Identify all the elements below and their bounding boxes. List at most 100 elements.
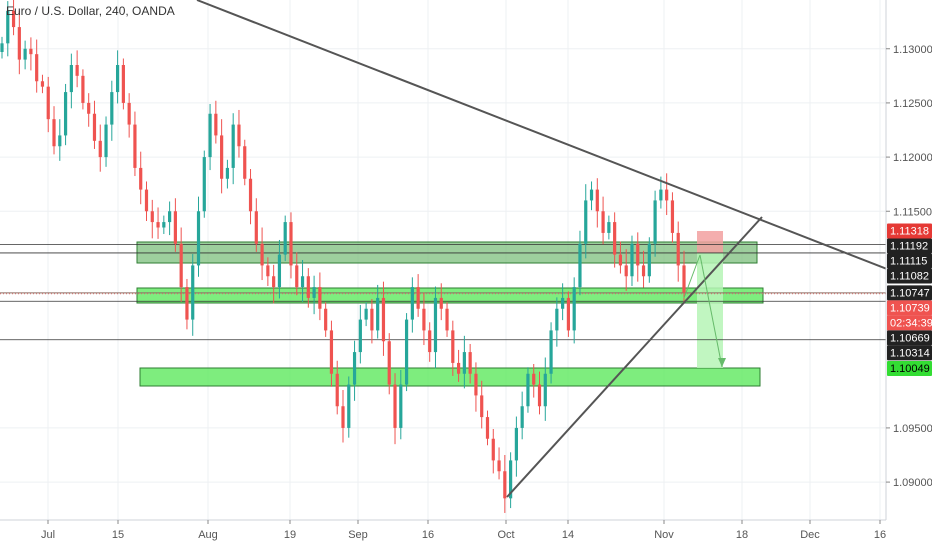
candle-body bbox=[295, 265, 299, 288]
candle-body bbox=[231, 124, 235, 168]
candle-body bbox=[364, 308, 368, 320]
candle-body bbox=[578, 243, 582, 288]
candle-body bbox=[416, 287, 420, 309]
candle-body bbox=[653, 200, 657, 244]
candle-body bbox=[601, 211, 605, 233]
trend-drawings bbox=[196, 0, 893, 498]
candle-body bbox=[370, 308, 374, 331]
time-tick-label: 19 bbox=[284, 529, 296, 541]
candle-body bbox=[185, 287, 189, 320]
candle-body bbox=[393, 384, 397, 428]
candle-body bbox=[289, 222, 293, 266]
time-tick-label: Oct bbox=[497, 529, 514, 541]
time-tick-label: Dec bbox=[800, 529, 820, 541]
candle-body bbox=[254, 211, 258, 244]
descending-trendline bbox=[196, 0, 893, 272]
candle-body bbox=[115, 65, 120, 93]
candle-body bbox=[202, 157, 206, 212]
time-tick-label: 15 bbox=[112, 529, 124, 541]
candle-body bbox=[104, 124, 108, 158]
candle-body bbox=[277, 254, 282, 288]
candle-body bbox=[272, 276, 276, 288]
projection-line bbox=[683, 254, 701, 299]
candle-body bbox=[29, 48, 33, 55]
candle-body bbox=[98, 140, 102, 158]
candle-body bbox=[127, 102, 131, 125]
candle-body bbox=[584, 200, 588, 244]
candle-body bbox=[474, 373, 478, 396]
price-label: 1.11318 bbox=[890, 225, 929, 237]
candle-body bbox=[607, 222, 611, 233]
price-label: 1.10739 bbox=[890, 302, 930, 314]
candle-body bbox=[312, 287, 316, 298]
candle-body bbox=[613, 222, 617, 255]
countdown-label: 02:34:39 bbox=[890, 317, 932, 329]
candle-body bbox=[682, 265, 686, 293]
candle-body bbox=[387, 341, 391, 385]
time-tick-label: Sep bbox=[348, 529, 368, 541]
price-label-badge bbox=[887, 285, 932, 301]
candle-body bbox=[485, 417, 490, 439]
price-label-badge bbox=[887, 253, 932, 269]
price-label-badge bbox=[887, 345, 932, 361]
demand-zone bbox=[139, 367, 761, 387]
candle-body bbox=[665, 189, 669, 201]
candle-body bbox=[208, 113, 212, 158]
candle-body bbox=[422, 308, 426, 331]
candle-body bbox=[514, 427, 518, 461]
time-tick-label: 14 bbox=[562, 529, 574, 541]
time-axis: Jul 15 Aug 19 Sep 16 Oct 14 Nov 18 Dec 16 bbox=[0, 519, 886, 541]
candle-body bbox=[35, 54, 39, 82]
candle-body bbox=[179, 243, 183, 288]
candle-body bbox=[659, 189, 663, 201]
support-zone bbox=[136, 287, 764, 304]
candle-body bbox=[300, 276, 305, 288]
candle-body bbox=[462, 352, 466, 374]
time-tick-label: 16 bbox=[422, 529, 434, 541]
time-tick-label: Jul bbox=[41, 529, 55, 541]
candle-body bbox=[341, 406, 345, 428]
candle-body bbox=[196, 211, 201, 266]
candle-body bbox=[220, 135, 224, 179]
candle-body bbox=[92, 113, 97, 141]
price-label-badge bbox=[887, 223, 932, 239]
candle-body bbox=[6, 10, 10, 44]
candle-body bbox=[572, 287, 576, 331]
candle-body bbox=[404, 319, 409, 385]
candle-body bbox=[543, 373, 547, 407]
candle-body bbox=[162, 222, 166, 228]
time-tick-label: Nov bbox=[654, 529, 674, 541]
candle-body bbox=[243, 146, 247, 179]
candle-body bbox=[260, 243, 264, 266]
candle-body bbox=[248, 178, 253, 212]
price-label-badge bbox=[887, 238, 932, 254]
candle-body bbox=[191, 265, 195, 320]
price-tick-label: 1.12000 bbox=[893, 152, 932, 164]
candle-body bbox=[110, 92, 114, 125]
candle-body bbox=[497, 460, 501, 472]
candle-body bbox=[17, 27, 21, 60]
time-tick-label: Aug bbox=[198, 529, 218, 541]
candle-body bbox=[647, 243, 651, 277]
candle-body bbox=[555, 308, 559, 331]
candle-body bbox=[618, 254, 623, 266]
price-labels: 1.11318 1.11192 1.11115 1.11082 1.10747 1.107… bbox=[887, 223, 932, 376]
candle-body bbox=[526, 373, 530, 407]
candle-body bbox=[566, 297, 571, 331]
candle-body bbox=[491, 438, 495, 461]
candle-body bbox=[595, 189, 599, 212]
candle-body bbox=[173, 211, 177, 244]
candle-body bbox=[399, 384, 403, 428]
candle-body bbox=[358, 319, 362, 353]
candle-body bbox=[150, 211, 154, 223]
candle-body bbox=[376, 297, 380, 331]
candle-body bbox=[318, 287, 322, 309]
candle-body bbox=[69, 65, 73, 93]
price-label: 1.11192 bbox=[890, 240, 928, 252]
candle-body bbox=[630, 243, 634, 277]
candle-body bbox=[503, 471, 507, 499]
countdown-badge bbox=[887, 315, 932, 331]
candle-body bbox=[139, 167, 143, 190]
price-label: 1.11115 bbox=[890, 255, 927, 267]
